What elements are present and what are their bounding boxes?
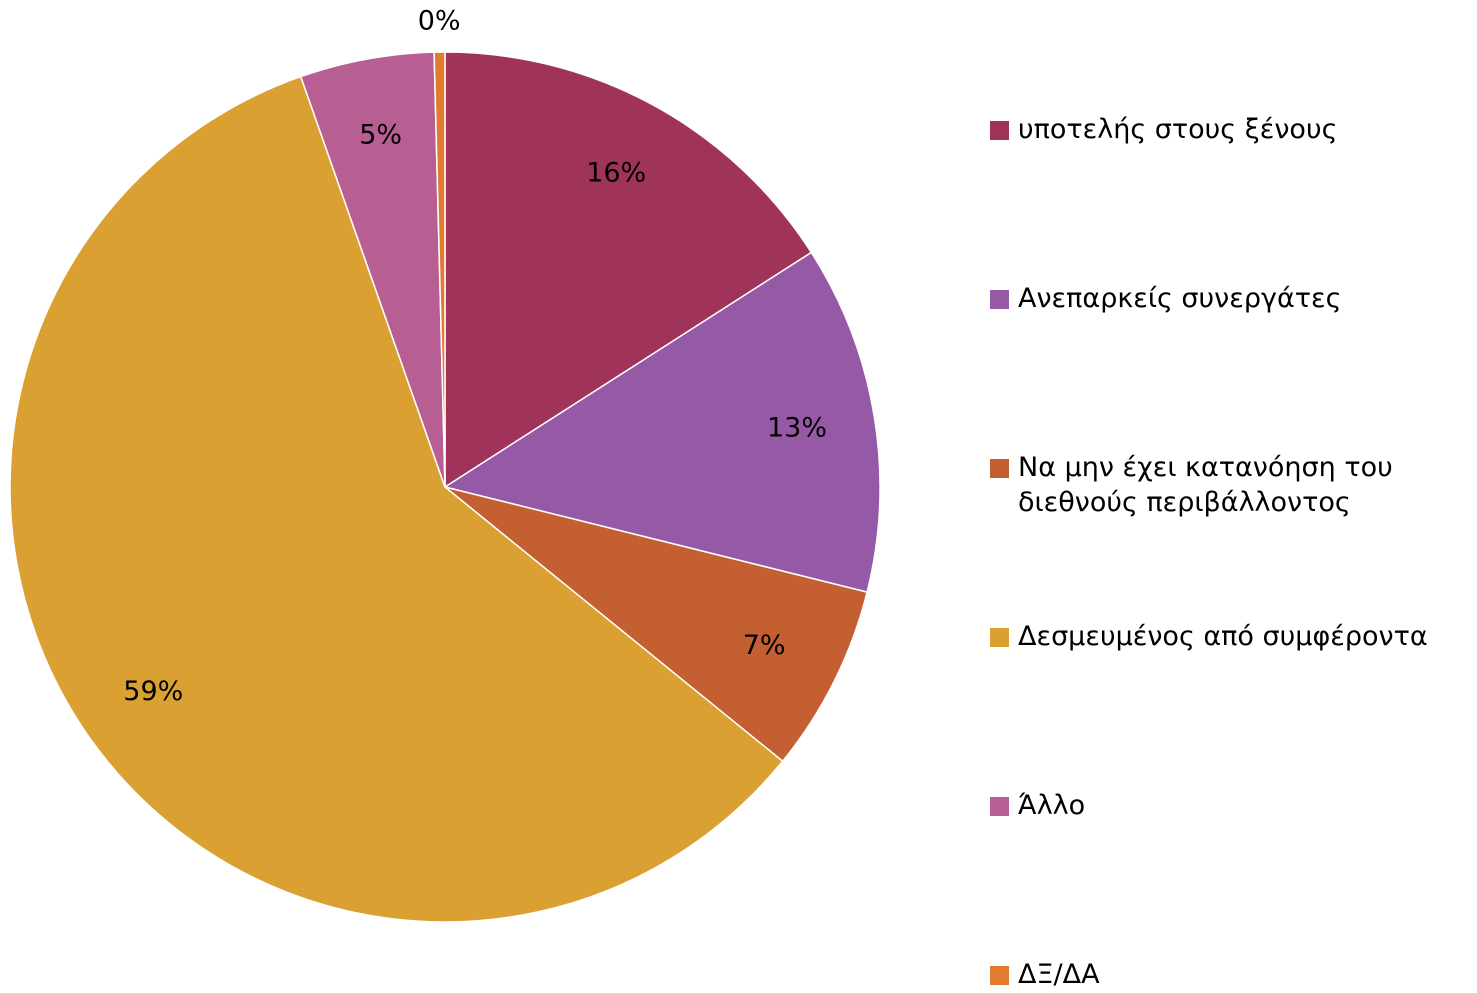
legend-item: Να μην έχει κατανόηση του διεθνούς περιβ… [990, 450, 1460, 520]
legend-swatch [990, 121, 1009, 140]
data-label: 13% [767, 413, 827, 444]
data-label: 5% [359, 120, 402, 151]
legend-swatch [990, 797, 1009, 816]
legend-label: ΔΞ/ΔΑ [1018, 959, 1100, 990]
legend-swatch [990, 290, 1009, 309]
chart: 16% 13% 7% 59% 5% 0% [9, 6, 881, 923]
legend-swatch [990, 966, 1009, 985]
legend-item: Δεσμευμένος από συμφέροντα [990, 619, 1460, 654]
legend-item: Ανεπαρκείς συνεργάτες [990, 281, 1460, 316]
data-label: 7% [743, 630, 786, 661]
pie-slice [444, 486, 869, 763]
legend-label: Ανεπαρκείς συνεργάτες [1018, 283, 1342, 314]
legend-label: υποτελής στους ξένους [1018, 114, 1338, 145]
pie-slice [9, 75, 784, 923]
pie-slice [444, 51, 813, 489]
pie-slice [433, 51, 446, 488]
legend-label: Δεσμευμένος από συμφέροντα [1018, 621, 1428, 652]
legend-item: υποτελής στους ξένους [990, 112, 1460, 147]
data-label: 16% [586, 158, 646, 189]
data-label: 59% [123, 676, 183, 707]
legend-swatch [990, 459, 1009, 478]
pie-slice [443, 251, 881, 594]
data-label: 0% [418, 6, 461, 37]
legend-swatch [990, 628, 1009, 647]
legend-item: Άλλο [990, 788, 1460, 823]
legend-label: Άλλο [1018, 790, 1086, 821]
legend-label: Να μην έχει κατανόηση του διεθνούς περιβ… [1018, 452, 1393, 518]
legend-item: ΔΞ/ΔΑ [990, 957, 1460, 992]
